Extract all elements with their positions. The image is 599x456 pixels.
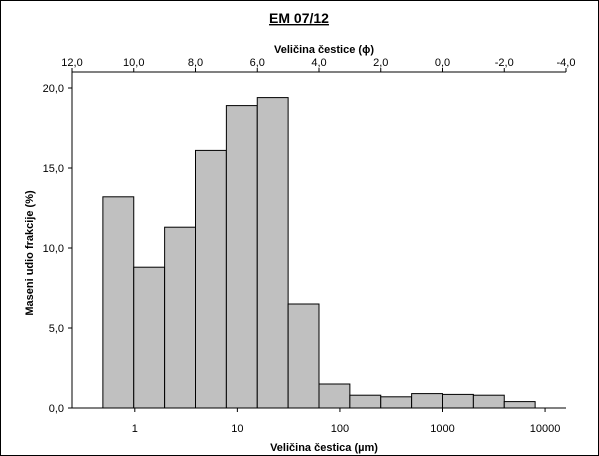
y-tick-label: 15,0 xyxy=(43,163,64,175)
top-tick-label: 12,0 xyxy=(61,57,82,69)
histogram-bar xyxy=(442,393,474,409)
histogram-bar xyxy=(349,394,382,409)
top-axis-label: Veličina čestice (ϕ) xyxy=(274,44,374,56)
histogram-bar xyxy=(225,105,258,409)
bars-group xyxy=(102,97,536,409)
axes-group: 0,0 5,0 10,0 15,0 20,0 1 10 100 1000 10000 12,0 10,… xyxy=(43,57,576,435)
y-axis-label: Maseni udio frakcije (%) xyxy=(24,190,36,316)
y-tick-label: 5,0 xyxy=(49,323,64,335)
chart-title: EM 07/12 xyxy=(269,10,329,26)
top-tick-label: -2,0 xyxy=(495,57,514,69)
bottom-axis-label: Veličina čestica (µm) xyxy=(270,442,378,454)
top-tick-label: 2,0 xyxy=(373,57,388,69)
histogram-bar xyxy=(102,196,135,409)
histogram-bar xyxy=(411,393,443,409)
top-tick-label: 4,0 xyxy=(311,57,326,69)
y-tick-label: 0,0 xyxy=(49,403,64,415)
x-tick-label: 1000 xyxy=(430,423,454,435)
histogram-bar xyxy=(287,303,320,409)
top-tick-label: -4,0 xyxy=(557,57,576,69)
histogram-bar xyxy=(318,383,351,409)
histogram-bar xyxy=(164,226,196,409)
top-tick-label: 0,0 xyxy=(435,57,450,69)
x-tick-label: 100 xyxy=(331,423,349,435)
top-tick-label: 10,0 xyxy=(123,57,144,69)
histogram-bar xyxy=(133,266,166,409)
histogram-bar xyxy=(503,401,536,409)
histogram-bar xyxy=(380,396,413,409)
top-tick-label: 6,0 xyxy=(250,57,265,69)
x-tick-label: 10 xyxy=(231,423,243,435)
histogram-bar xyxy=(195,149,227,409)
y-tick-label: 20,0 xyxy=(43,83,64,95)
histogram-bar xyxy=(256,97,289,409)
histogram-bar xyxy=(472,394,505,409)
x-tick-label: 1 xyxy=(132,423,138,435)
x-tick-label: 10000 xyxy=(530,423,561,435)
top-tick-label: 8,0 xyxy=(188,57,203,69)
y-tick-label: 10,0 xyxy=(43,243,64,255)
